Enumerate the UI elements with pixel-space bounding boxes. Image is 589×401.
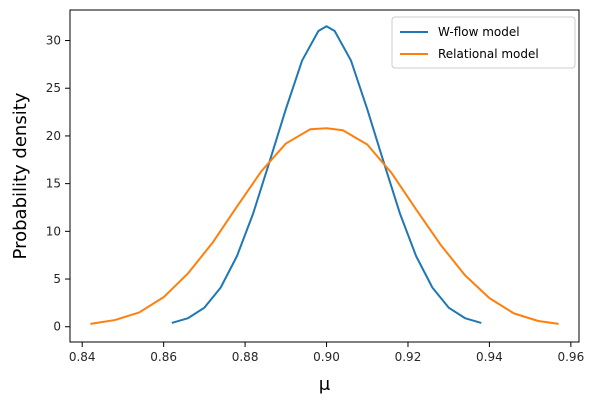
- x-tick-label: 0.96: [557, 350, 584, 364]
- y-axis-label: Probability density: [10, 92, 31, 259]
- y-tick-label: 25: [46, 81, 61, 95]
- legend-label-0: W-flow model: [438, 25, 520, 39]
- legend-label-1: Relational model: [438, 47, 539, 61]
- plot-frame: [69, 9, 580, 343]
- y-tick-label: 30: [46, 34, 61, 48]
- y-tick-label: 0: [53, 320, 61, 334]
- series-line-1: [90, 127, 559, 325]
- series-line-0: [171, 25, 482, 324]
- x-axis-label: μ: [319, 374, 331, 395]
- y-tick-label: 5: [53, 272, 61, 286]
- legend: W-flow model Relational model: [391, 16, 576, 69]
- series-layer: [90, 25, 559, 325]
- x-tick-label: 0.92: [395, 350, 422, 364]
- legend-box: [391, 16, 576, 69]
- x-tick-label: 0.90: [313, 350, 340, 364]
- axes-layer: 0.84 0.86 0.88 0.90 0.92 0.94 0.96 0 5 10 15 20 25 30: [46, 34, 584, 364]
- y-tick-label: 15: [46, 177, 61, 191]
- x-tick-label: 0.88: [232, 350, 259, 364]
- y-tick-label: 10: [46, 224, 61, 238]
- y-tick-label: 20: [46, 129, 61, 143]
- plot-area: [69, 9, 580, 343]
- x-tick-label: 0.84: [69, 350, 96, 364]
- x-tick-label: 0.94: [476, 350, 503, 364]
- x-tick-label: 0.86: [150, 350, 177, 364]
